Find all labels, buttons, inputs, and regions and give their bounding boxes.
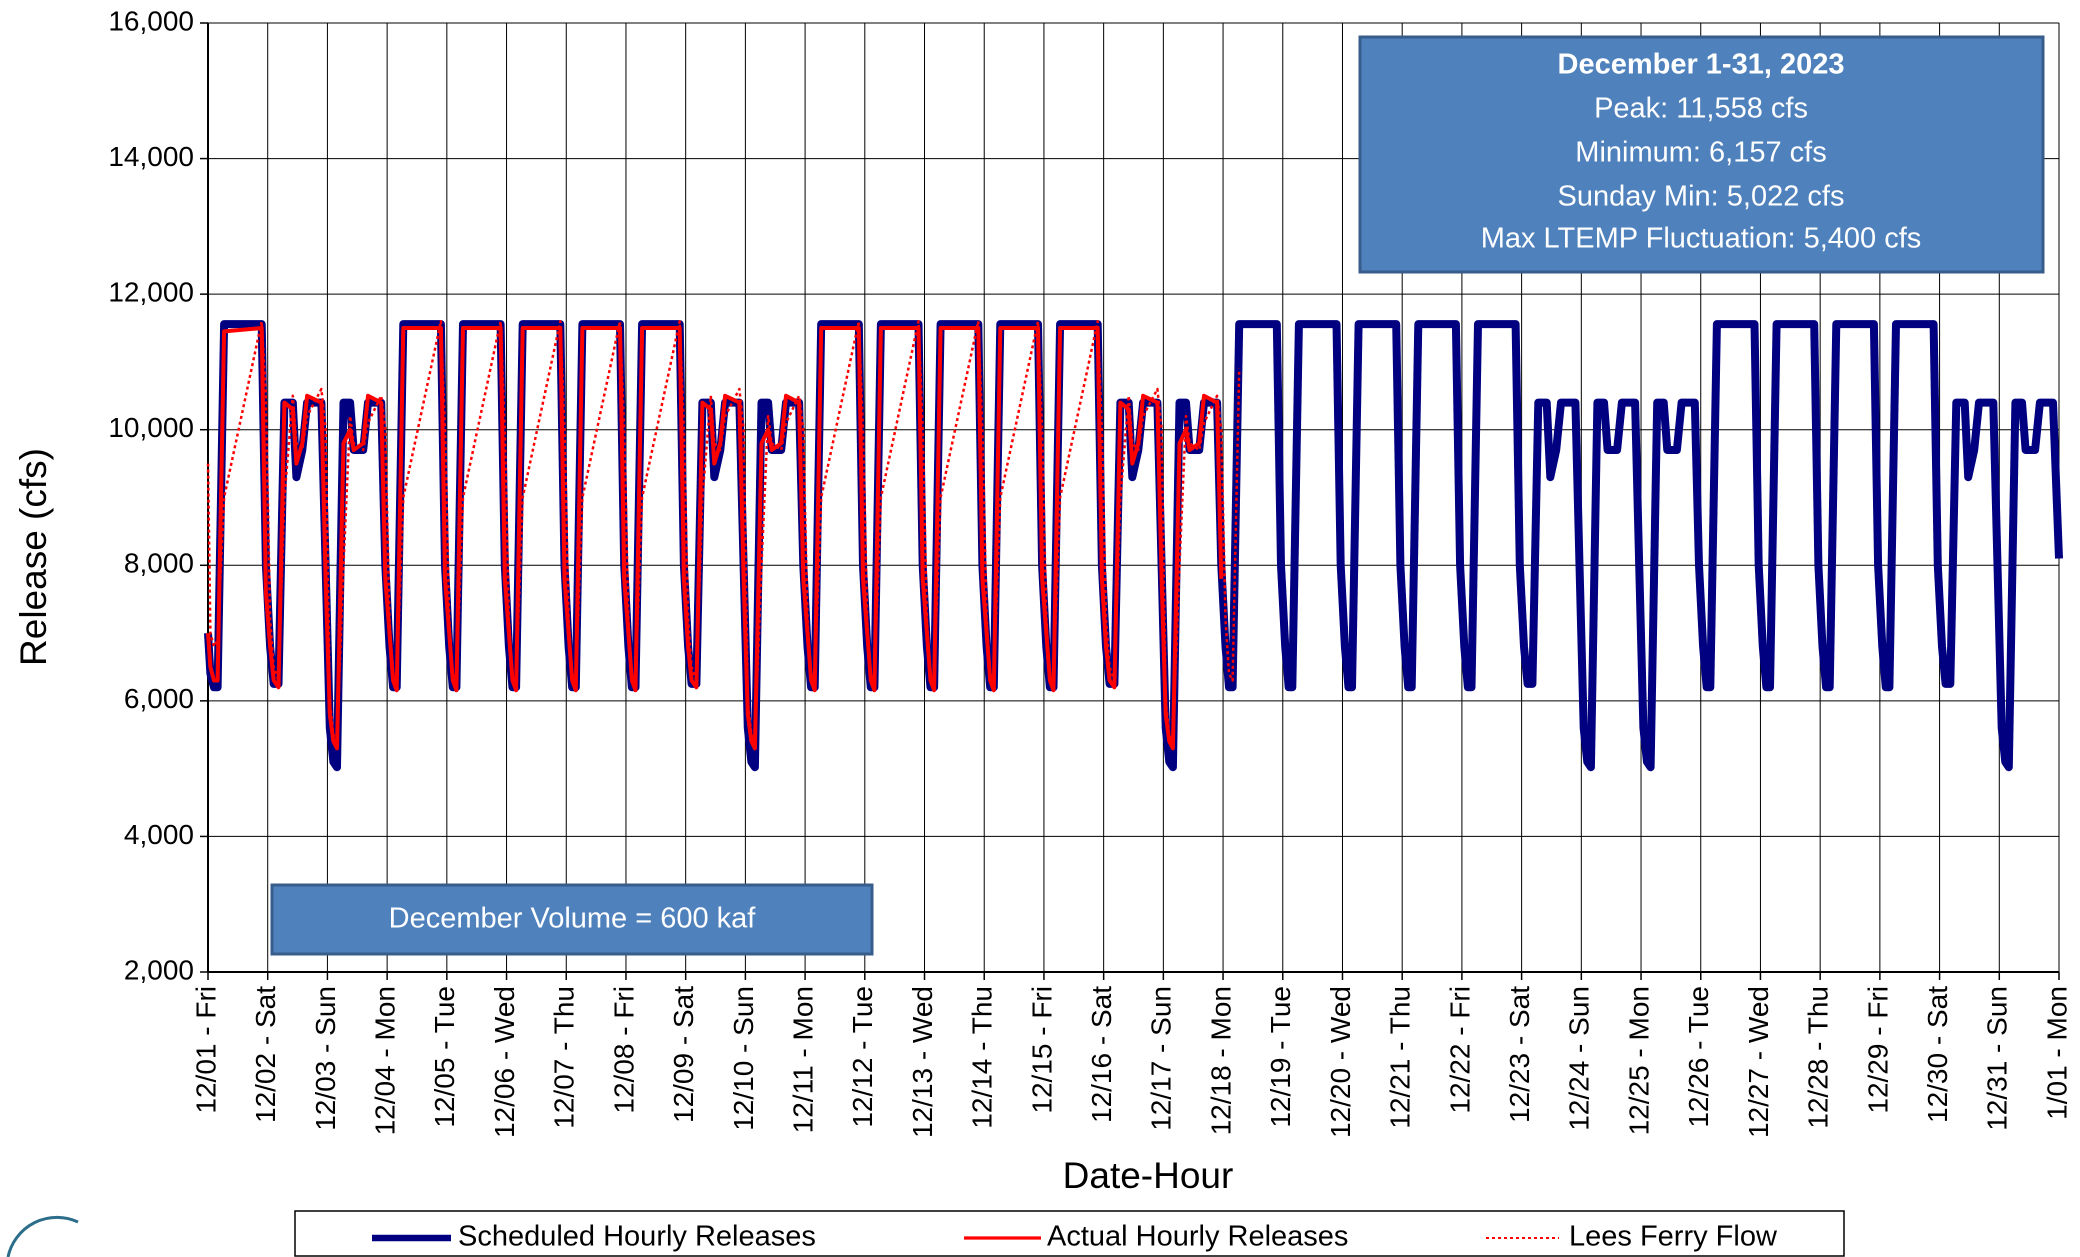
series-line — [206, 320, 1241, 743]
stats-line: Minimum: 6,157 cfs — [1575, 137, 1826, 169]
x-tick-label: 12/16 - Sat — [1086, 986, 1117, 1123]
x-tick-label: 12/08 - Fri — [608, 986, 639, 1114]
x-tick-label: 12/27 - Wed — [1743, 986, 1774, 1138]
y-tick-label: 2,000 — [124, 954, 194, 985]
x-tick-label: 12/23 - Sat — [1504, 986, 1535, 1123]
x-tick-label: 12/15 - Fri — [1026, 986, 1057, 1114]
x-tick-label: 12/19 - Tue — [1265, 986, 1296, 1128]
y-tick-label: 16,000 — [108, 5, 194, 36]
stats-line: Max LTEMP Fluctuation: 5,400 cfs — [1481, 223, 1922, 255]
x-tick-label: 12/21 - Thu — [1385, 986, 1416, 1129]
volume-text: December Volume = 600 kaf — [389, 903, 757, 935]
x-tick-label: 12/07 - Thu — [549, 986, 580, 1129]
stats-box-bg — [1358, 35, 2045, 274]
x-tick-label: 12/22 - Fri — [1444, 986, 1475, 1114]
x-tick-label: 12/30 - Sat — [1922, 986, 1953, 1123]
x-tick-label: 12/11 - Mon — [787, 986, 818, 1133]
x-tick-label: 12/17 - Sun — [1146, 986, 1177, 1131]
x-tick-label: 12/05 - Tue — [429, 986, 460, 1128]
x-tick-label: 12/28 - Thu — [1803, 986, 1834, 1129]
y-tick-label: 6,000 — [124, 683, 194, 714]
stats-line: Sunday Min: 5,022 cfs — [1558, 181, 1845, 213]
legend-label: Scheduled Hourly Releases — [458, 1221, 816, 1253]
logo-fragment — [6, 1215, 79, 1257]
x-tick-label: 12/01 - Fri — [190, 986, 221, 1114]
y-tick-label: 14,000 — [108, 141, 194, 172]
stats-box: December 1-31, 2023 Peak: 11,558 cfs Min… — [1358, 35, 2045, 274]
stats-line: Peak: 11,558 cfs — [1594, 93, 1808, 125]
stats-title: December 1-31, 2023 — [1558, 49, 1845, 81]
y-tick-label: 10,000 — [108, 412, 194, 443]
x-tick-label: 12/06 - Wed — [489, 986, 520, 1138]
x-tick-label: 12/09 - Sat — [668, 986, 699, 1123]
x-tick-label: 12/26 - Tue — [1683, 986, 1714, 1128]
x-tick-label: 12/14 - Thu — [967, 986, 998, 1129]
legend-label: Actual Hourly Releases — [1047, 1221, 1348, 1253]
x-tick-label: 1/01 - Mon — [2041, 986, 2072, 1120]
series-line — [206, 326, 1224, 751]
x-tick-label: 12/24 - Sun — [1564, 986, 1595, 1131]
x-tick-label: 12/29 - Fri — [1862, 986, 1893, 1114]
y-tick-label: 4,000 — [124, 819, 194, 850]
volume-box: December Volume = 600 kaf — [270, 883, 874, 956]
plot-area: 2,000 4,000 6,000 8,000 10,000 12,000 14,000 16… — [108, 5, 2072, 1138]
y-tick-label: 12,000 — [108, 277, 194, 308]
x-tick-label: 12/04 - Mon — [370, 986, 401, 1135]
x-tick-label: 12/25 - Mon — [1623, 986, 1654, 1135]
x-tick-label: 12/20 - Wed — [1325, 986, 1356, 1138]
y-tick-label: 8,000 — [124, 548, 194, 579]
x-tick-label: 12/18 - Mon — [1205, 986, 1236, 1135]
x-tick-label: 12/10 - Sun — [728, 986, 759, 1131]
legend-label: Lees Ferry Flow — [1569, 1221, 1778, 1253]
x-axis-title: Date-Hour — [1063, 1155, 1234, 1196]
x-tick-label: 12/12 - Tue — [847, 986, 878, 1128]
legend-box — [294, 1210, 1845, 1257]
x-tick-label: 12/13 - Wed — [907, 986, 938, 1138]
legend: Scheduled Hourly Releases Actual Hourly R… — [294, 1210, 1845, 1257]
y-axis-title: Release (cfs) — [13, 448, 54, 666]
x-tick-label: 12/31 - Sun — [1982, 986, 2013, 1131]
x-tick-label: 12/03 - Sun — [310, 986, 341, 1131]
volume-box-bg — [270, 883, 874, 956]
x-tick-label: 12/02 - Sat — [250, 986, 281, 1123]
